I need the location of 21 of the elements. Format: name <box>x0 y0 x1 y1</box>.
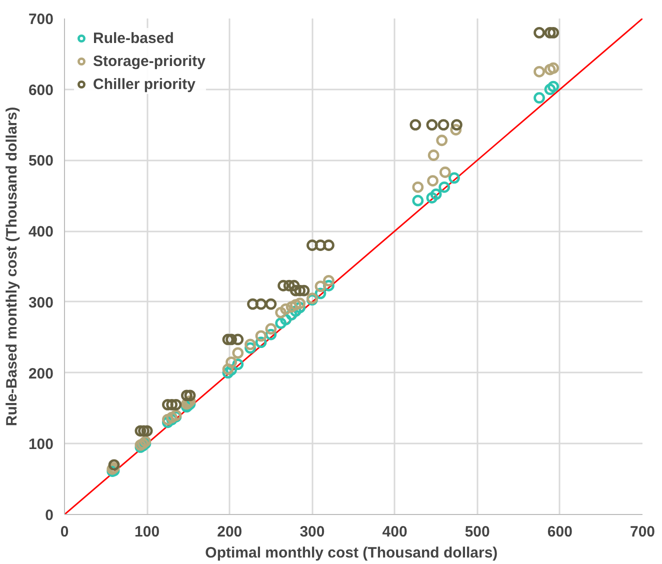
y-tick-label: 200 <box>28 365 54 382</box>
y-tick-label: 700 <box>28 11 54 28</box>
legend-label: Rule-based <box>93 30 174 46</box>
x-tick-label: 500 <box>464 524 490 540</box>
y-tick-label: 500 <box>28 152 54 170</box>
x-tick-label: 200 <box>217 524 242 540</box>
x-axis-title: Optimal monthly cost (Thousand dollars) <box>205 544 498 562</box>
x-tick-label: 700 <box>630 524 656 540</box>
y-axis-title: Rule-Based monthly cost (Thousand dollars) <box>3 106 20 426</box>
x-tick-label: 100 <box>134 524 160 540</box>
legend-label: Storage-priority <box>93 52 206 70</box>
x-tick-label: 0 <box>60 524 69 540</box>
y-tick-label: 0 <box>45 507 54 524</box>
y-tick-label: 600 <box>28 82 54 99</box>
y-tick-label: 100 <box>28 436 54 454</box>
legend-label: Chiller priority <box>93 76 196 92</box>
x-tick-label: 600 <box>547 524 572 540</box>
y-tick-label: 400 <box>28 224 54 241</box>
y-tick-label: 300 <box>28 294 54 312</box>
x-tick-label: 400 <box>382 524 408 540</box>
x-tick-label: 300 <box>300 524 325 540</box>
